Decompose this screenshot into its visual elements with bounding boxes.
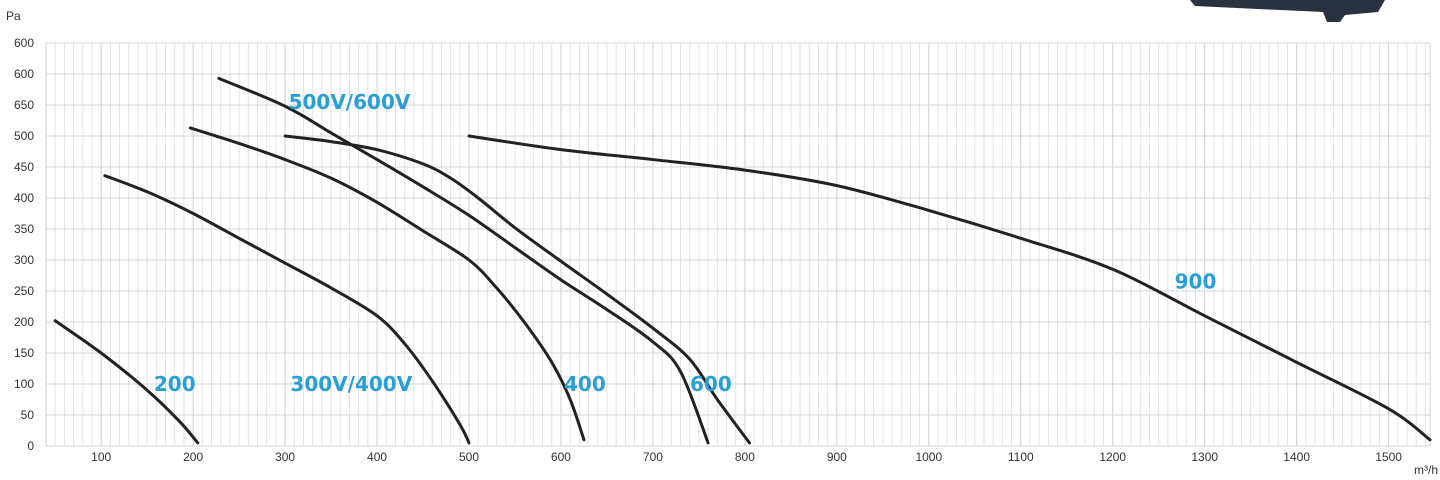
tick-labels: 100 200 300 400 500 600 700 800 900 1000 1100 1200 1…	[14, 36, 1402, 464]
x-tick-label: 600	[551, 450, 571, 464]
x-tick-label: 500	[459, 450, 479, 464]
y-tick-label: 250	[14, 284, 34, 298]
series-line-500v-600v	[217, 76, 710, 445]
series-line-300v-400v	[103, 174, 471, 445]
grid	[45, 42, 1431, 447]
y-tick-label: 50	[21, 408, 35, 422]
series-label: 500V/600V	[289, 90, 411, 114]
x-tick-label: 800	[735, 450, 755, 464]
x-tick-label: 200	[183, 450, 203, 464]
y-axis-unit: Pa	[6, 9, 21, 23]
series-line-900	[467, 134, 1432, 442]
series-label: 300V/400V	[290, 372, 412, 396]
x-tick-label: 700	[643, 450, 663, 464]
x-axis-unit: m³/h	[1414, 463, 1438, 477]
y-tick-label: 100	[14, 377, 34, 391]
x-tick-label: 900	[827, 450, 847, 464]
x-tick-label: 1500	[1375, 450, 1402, 464]
y-tick-label: 500	[14, 129, 34, 143]
series-line-400	[188, 126, 586, 442]
x-tick-label: 1300	[1191, 450, 1218, 464]
x-tick-label: 1000	[915, 450, 942, 464]
y-tick-label: 650	[14, 98, 34, 112]
series-label: 600	[690, 372, 732, 396]
series-labels: 200 300V/400V 400 600 500V/600V 900	[154, 90, 1217, 396]
series-label: 900	[1175, 270, 1217, 294]
y-tick-label: 450	[14, 160, 34, 174]
x-tick-label: 1200	[1099, 450, 1126, 464]
series-line-200	[53, 319, 200, 445]
y-tick-label: 0	[27, 439, 34, 453]
x-tick-label: 100	[91, 450, 111, 464]
series-label: 400	[564, 372, 606, 396]
y-tick-label: 150	[14, 346, 34, 360]
series-line-600	[283, 134, 751, 445]
x-tick-label: 300	[275, 450, 295, 464]
x-tick-label: 400	[367, 450, 387, 464]
y-tick-label: 200	[14, 315, 34, 329]
x-tick-label: 1400	[1283, 450, 1310, 464]
device-image-corner	[1190, 0, 1385, 22]
y-tick-label: 300	[14, 253, 34, 267]
y-tick-label: 400	[14, 191, 34, 205]
y-tick-label: 600	[14, 36, 34, 50]
x-tick-label: 1100	[1008, 450, 1034, 464]
series-label: 200	[154, 372, 196, 396]
y-tick-label: 350	[14, 222, 34, 236]
y-tick-label: 600	[14, 67, 34, 81]
series-lines	[53, 76, 1432, 445]
